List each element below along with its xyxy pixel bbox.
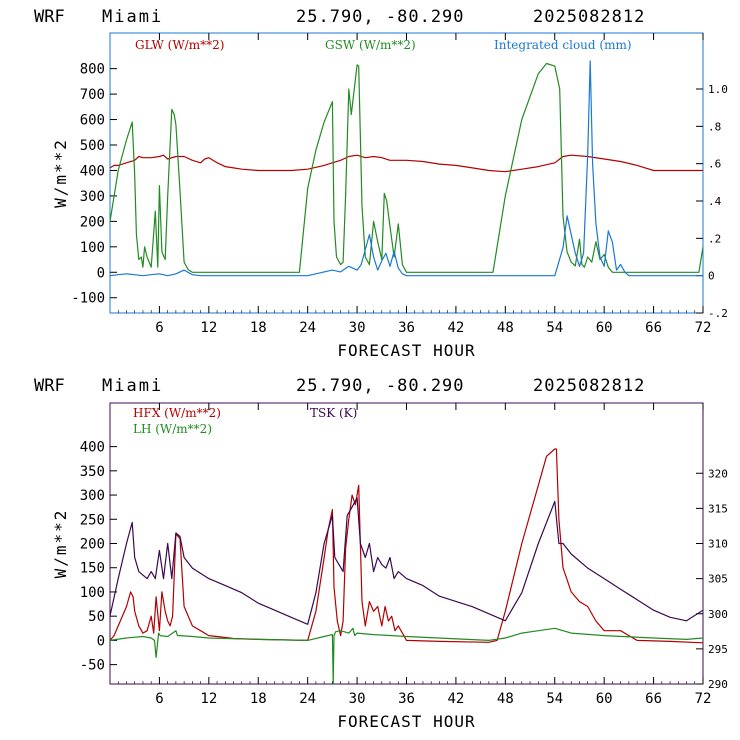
y-axis-label: W/m**2 bbox=[51, 138, 70, 208]
header-init-time: 2025082812 bbox=[533, 7, 645, 27]
header-model: WRF bbox=[34, 376, 65, 396]
y-tick-label: 800 bbox=[80, 62, 105, 78]
series-line-cloud bbox=[110, 60, 703, 277]
y2-tick-label: 305 bbox=[708, 573, 728, 586]
chart-panel-1: WRF Miami 25.790, -80.290 2025082812 6 12 18 24… bbox=[34, 7, 728, 360]
y-tick-label: 0 bbox=[97, 265, 105, 281]
x-tick-label: 6 bbox=[155, 691, 163, 707]
y-tick-label: -50 bbox=[80, 658, 105, 674]
y-tick-label: 350 bbox=[80, 464, 105, 480]
series-line-lh bbox=[110, 627, 703, 684]
y-tick-label: 200 bbox=[80, 537, 105, 553]
legend-entry-gsw: GSW (W/m**2) bbox=[325, 38, 416, 52]
y2-tick-label: .6 bbox=[708, 158, 721, 171]
y-tick-label: 100 bbox=[80, 240, 105, 256]
x-tick-label: 24 bbox=[299, 320, 316, 336]
legend-entry-tsk: TSK (K) bbox=[310, 406, 357, 420]
header-init-time: 2025082812 bbox=[533, 376, 645, 396]
series-line-hfx bbox=[110, 448, 703, 644]
y2-tick-label: 290 bbox=[708, 678, 728, 691]
y-tick-label: 300 bbox=[80, 189, 105, 205]
y2-tick-label: 300 bbox=[708, 608, 728, 621]
y-tick-label: 400 bbox=[80, 440, 105, 456]
y-tick-label: 50 bbox=[88, 609, 105, 625]
y-tick-label: 150 bbox=[80, 561, 105, 577]
header-model: WRF bbox=[34, 7, 65, 27]
x-tick-label: 42 bbox=[447, 691, 464, 707]
y2-tick-label: .4 bbox=[708, 195, 722, 208]
y2-tick-label: -.2 bbox=[708, 307, 728, 320]
series-line-gsw bbox=[110, 62, 703, 273]
x-tick-label: 18 bbox=[250, 320, 267, 336]
y2-tick-label: 295 bbox=[708, 643, 728, 656]
series-line-tsk bbox=[110, 497, 703, 625]
x-tick-label: 66 bbox=[645, 320, 662, 336]
series-line-glw bbox=[110, 154, 703, 173]
x-tick-label: 60 bbox=[596, 320, 613, 336]
x-tick-label: 6 bbox=[155, 320, 163, 336]
x-tick-label: 12 bbox=[200, 320, 217, 336]
header-coords: 25.790, -80.290 bbox=[296, 7, 465, 27]
x-tick-label: 18 bbox=[250, 691, 267, 707]
legend-entry-glw: GLW (W/m**2) bbox=[135, 38, 224, 52]
x-tick-label: 54 bbox=[546, 691, 563, 707]
header-coords: 25.790, -80.290 bbox=[296, 376, 465, 396]
header-location: Miami bbox=[102, 376, 163, 396]
x-tick-label: 60 bbox=[596, 691, 613, 707]
y-tick-label: 0 bbox=[97, 633, 105, 649]
x-tick-label: 36 bbox=[398, 691, 415, 707]
y-tick-label: 200 bbox=[80, 214, 105, 230]
header-location: Miami bbox=[102, 7, 163, 27]
y-tick-label: 500 bbox=[80, 138, 105, 154]
legend-entry-hfx: HFX (W/m**2) bbox=[133, 406, 221, 420]
y-axis-label: W/m**2 bbox=[51, 509, 70, 579]
x-tick-label: 42 bbox=[447, 320, 464, 336]
y-tick-label: 700 bbox=[80, 87, 105, 103]
y-tick-label: 400 bbox=[80, 163, 105, 179]
x-tick-label: 48 bbox=[497, 320, 514, 336]
y2-tick-label: 320 bbox=[708, 467, 728, 480]
x-tick-label: 66 bbox=[645, 691, 662, 707]
y2-tick-label: .8 bbox=[708, 120, 721, 133]
x-tick-label: 30 bbox=[349, 320, 366, 336]
x-tick-label: 12 bbox=[200, 691, 217, 707]
y-tick-label: -100 bbox=[71, 291, 105, 307]
y-tick-label: 300 bbox=[80, 488, 105, 504]
x-tick-label: 24 bbox=[299, 691, 316, 707]
x-tick-label: 48 bbox=[497, 691, 514, 707]
plot-frame bbox=[109, 32, 704, 314]
y-tick-label: 100 bbox=[80, 585, 105, 601]
x-tick-label: 36 bbox=[398, 320, 415, 336]
legend-entry-cloud: Integrated cloud (mm) bbox=[494, 38, 632, 52]
plot-frame bbox=[109, 402, 704, 685]
x-tick-label: 54 bbox=[546, 320, 563, 336]
x-tick-label: 72 bbox=[695, 320, 712, 336]
x-axis-label: FORECAST HOUR bbox=[337, 341, 475, 360]
y-tick-label: 250 bbox=[80, 512, 105, 528]
legend-entry-lh: LH (W/m**2) bbox=[133, 422, 212, 436]
y2-tick-label: 0 bbox=[708, 270, 715, 283]
chart-panel-2: WRF Miami 25.790, -80.290 2025082812 6 12 18 24… bbox=[34, 376, 728, 731]
x-tick-label: 30 bbox=[349, 691, 366, 707]
x-axis-label: FORECAST HOUR bbox=[337, 712, 475, 731]
y2-tick-label: .2 bbox=[708, 232, 721, 245]
y2-tick-label: 310 bbox=[708, 538, 728, 551]
y-tick-label: 600 bbox=[80, 113, 105, 129]
x-tick-label: 72 bbox=[695, 691, 712, 707]
y2-tick-label: 315 bbox=[708, 502, 728, 515]
y2-tick-label: 1.0 bbox=[708, 83, 728, 96]
